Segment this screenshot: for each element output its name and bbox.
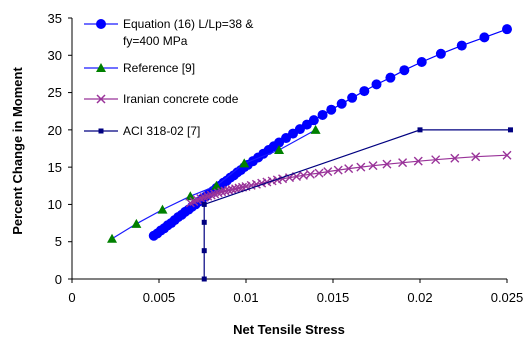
data-point-equation-16 bbox=[502, 24, 512, 35]
x-tick-label: 0 bbox=[68, 290, 75, 305]
data-point-equation-16 bbox=[336, 98, 347, 109]
data-point-reference-9 bbox=[211, 180, 222, 190]
legend: Equation (16) L/Lp=38 & fy=400 MPa Refer… bbox=[84, 17, 253, 138]
data-point-iranian-code bbox=[431, 155, 441, 165]
data-point-iranian-code bbox=[471, 152, 481, 162]
series-line-equation-16 bbox=[153, 28, 508, 237]
data-point-iranian-code bbox=[398, 158, 408, 168]
data-point-equation-16 bbox=[399, 65, 410, 76]
data-point-aci-318 bbox=[201, 276, 207, 282]
data-point-iranian-code bbox=[246, 180, 256, 190]
y-tick-label: 15 bbox=[48, 160, 62, 175]
data-point-equation-16 bbox=[479, 32, 490, 43]
data-point-iranian-code bbox=[356, 162, 366, 172]
data-point-iranian-code bbox=[285, 173, 294, 183]
legend-marker-aci-318 bbox=[98, 128, 104, 134]
y-tick-label: 0 bbox=[55, 272, 62, 287]
data-point-equation-16 bbox=[347, 92, 358, 103]
data-point-iranian-code bbox=[344, 164, 354, 174]
data-point-reference-9 bbox=[274, 144, 285, 154]
data-point-equation-16 bbox=[308, 115, 319, 126]
data-point-aci-318 bbox=[201, 219, 207, 225]
data-point-equation-16 bbox=[435, 48, 446, 59]
data-point-reference-9 bbox=[239, 158, 250, 168]
data-point-reference-9 bbox=[185, 191, 196, 201]
series-line-aci-318 bbox=[203, 129, 511, 279]
data-point-equation-16 bbox=[416, 56, 427, 67]
legend-label-equation-16-line2: fy=400 MPa bbox=[123, 34, 188, 48]
x-tick-label: 0.025 bbox=[491, 290, 524, 305]
x-axis-title: Net Tensile Stress bbox=[233, 322, 345, 337]
data-point-reference-9 bbox=[107, 233, 118, 243]
data-point-iranian-code bbox=[220, 186, 230, 196]
data-point-aci-318 bbox=[201, 201, 207, 207]
series-line-iranian-code bbox=[190, 154, 508, 204]
data-point-reference-9 bbox=[157, 204, 168, 214]
data-point-equation-16 bbox=[385, 72, 396, 83]
data-point-iranian-code bbox=[234, 183, 244, 193]
data-point-reference-9 bbox=[131, 218, 142, 228]
x-tick-label: 0.02 bbox=[407, 290, 432, 305]
plot-area bbox=[68, 17, 513, 283]
data-point-reference-9 bbox=[310, 124, 321, 134]
y-tick-label: 5 bbox=[55, 234, 62, 249]
legend-label-equation-16: Equation (16) L/Lp=38 & bbox=[123, 17, 253, 31]
data-point-equation-16 bbox=[326, 104, 337, 115]
data-point-iranian-code bbox=[450, 153, 460, 163]
data-point-iranian-code bbox=[262, 177, 272, 187]
data-point-iranian-code bbox=[224, 185, 234, 195]
data-point-iranian-code bbox=[298, 170, 308, 180]
data-point-iranian-code bbox=[217, 187, 227, 197]
legend-marker-iranian-code bbox=[96, 94, 106, 104]
data-point-iranian-code bbox=[272, 175, 282, 185]
data-point-iranian-code bbox=[231, 184, 241, 194]
data-point-aci-318 bbox=[201, 248, 207, 254]
legend-marker-equation-16 bbox=[96, 19, 106, 29]
data-point-iranian-code bbox=[227, 185, 237, 195]
data-point-iranian-code bbox=[323, 167, 333, 177]
data-point-aci-318 bbox=[417, 127, 423, 133]
data-point-equation-16 bbox=[359, 86, 370, 97]
data-point-iranian-code bbox=[333, 165, 343, 175]
data-point-equation-16 bbox=[317, 109, 328, 120]
legend-marker-reference-9 bbox=[96, 63, 106, 72]
data-point-iranian-code bbox=[382, 159, 392, 169]
y-tick-label: 25 bbox=[48, 85, 62, 100]
y-tick-label: 35 bbox=[48, 11, 62, 26]
x-tick-label: 0.005 bbox=[143, 290, 176, 305]
legend-label-iranian-code: Iranian concrete code bbox=[123, 92, 239, 106]
series-line-reference-9 bbox=[111, 129, 316, 240]
legend-label-aci-318: ACI 318-02 [7] bbox=[123, 124, 200, 138]
data-point-iranian-code bbox=[314, 168, 324, 178]
y-tick-label: 30 bbox=[48, 48, 62, 63]
y-tick-label: 20 bbox=[48, 123, 62, 138]
data-point-iranian-code bbox=[368, 161, 378, 171]
legend-label-reference-9: Reference [9] bbox=[123, 61, 195, 75]
axis-ticks: 0 5 10 15 20 25 30 35 0 0.005 0.01 0.015… bbox=[48, 11, 524, 305]
data-point-equation-16 bbox=[456, 40, 467, 51]
data-point-iranian-code bbox=[413, 156, 423, 166]
data-point-aci-318 bbox=[507, 127, 513, 133]
y-axis-title: Percent Change in Moment bbox=[10, 67, 25, 235]
data-point-equation-16 bbox=[371, 79, 382, 90]
y-tick-label: 10 bbox=[48, 197, 62, 212]
x-tick-label: 0.01 bbox=[233, 290, 258, 305]
data-point-iranian-code bbox=[502, 150, 512, 160]
x-tick-label: 0.015 bbox=[317, 290, 350, 305]
data-point-iranian-code bbox=[305, 169, 315, 179]
